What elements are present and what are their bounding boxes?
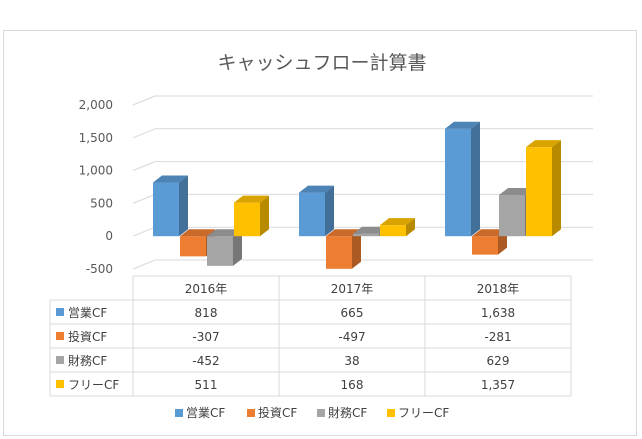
bar-side: [179, 175, 188, 237]
legend-swatch: [247, 409, 255, 417]
bar-side: [406, 218, 415, 237]
series-name: 営業CF: [68, 306, 107, 320]
bar: [299, 185, 334, 237]
bar-top: [299, 185, 334, 193]
series-key-swatch: [56, 380, 64, 388]
y-tick-label: 1,000: [79, 164, 113, 178]
bar-top: [445, 121, 480, 129]
bar: [326, 229, 361, 269]
bar-side: [352, 229, 361, 269]
bar-front: [380, 225, 406, 237]
bar-side: [552, 140, 561, 237]
data-value: -452: [192, 354, 219, 368]
bar-side: [233, 229, 242, 266]
data-value: 38: [344, 354, 359, 368]
y-axis-ticks: -500 0 500 1,000 1,500 2,000: [79, 98, 113, 276]
legend-label: 投資CF: [258, 405, 297, 420]
bar-top: [207, 229, 242, 237]
bar-top: [499, 187, 534, 195]
data-value: -281: [484, 330, 511, 344]
chart-frame: キャッシュフロー計算書 -500 0 500 1,000 1,500 2,000 2016…: [3, 30, 637, 436]
gridline-side: [132, 193, 156, 204]
bar-front: [526, 147, 552, 237]
legend-swatch: [387, 409, 395, 417]
bar-side: [471, 121, 480, 237]
bar-top: [153, 175, 188, 183]
bar-side: [260, 195, 269, 237]
series-key-swatch: [56, 356, 64, 364]
bar-front: [153, 182, 179, 237]
bar: [526, 140, 561, 237]
bar: [234, 195, 269, 237]
gridline-side: [132, 128, 156, 139]
cashflow-chart: キャッシュフロー計算書 -500 0 500 1,000 1,500 2,000 2016…: [49, 52, 593, 420]
data-value: 1,357: [481, 378, 515, 392]
legend-label: 財務CF: [328, 405, 367, 420]
legend-label: 営業CF: [186, 406, 225, 420]
data-value: 629: [487, 354, 510, 368]
bar-top: [526, 140, 561, 148]
bar-top: [180, 229, 215, 237]
data-value: 1,638: [481, 306, 515, 320]
bar-front: [180, 236, 206, 257]
data-value: -307: [192, 330, 219, 344]
y-tick-label: -500: [86, 262, 113, 276]
gridline-side: [132, 226, 156, 237]
bar-front: [445, 128, 471, 237]
series-name: 財務CF: [68, 353, 107, 368]
y-tick-label: 0: [105, 229, 113, 243]
bar-front: [499, 194, 525, 237]
y-tick-label: 500: [90, 196, 113, 210]
bar-front: [234, 202, 260, 237]
legend-label: フリーCF: [398, 406, 449, 420]
series-key-swatch: [56, 308, 64, 316]
bar: [380, 218, 415, 237]
legend-item: 営業CF: [175, 406, 225, 420]
legend-swatch: [317, 409, 325, 417]
bar-top: [326, 229, 361, 237]
legend-item: 投資CF: [247, 405, 297, 420]
bar-top: [380, 218, 415, 226]
bar-top: [472, 229, 507, 237]
bar-front: [353, 233, 379, 237]
gridline-side: [132, 95, 156, 106]
bar-top: [353, 226, 388, 234]
bar-side: [325, 185, 334, 237]
data-value: 665: [341, 306, 364, 320]
bar-top: [234, 195, 269, 203]
bar: [207, 229, 242, 266]
bar-front: [326, 236, 352, 269]
bar-front: [472, 236, 498, 255]
bar-front: [207, 236, 233, 266]
legend-item: フリーCF: [387, 406, 449, 420]
legend: 営業CF 投資CF 財務CF フリーCF: [175, 405, 449, 420]
category-label: 2016年: [185, 282, 228, 296]
data-value: -497: [338, 330, 365, 344]
bars: [153, 121, 561, 269]
series-key-swatch: [56, 332, 64, 340]
data-value: 511: [195, 378, 218, 392]
legend-item: 財務CF: [317, 405, 367, 420]
data-value: 168: [341, 378, 364, 392]
y-tick-label: 2,000: [79, 98, 113, 112]
bar: [153, 175, 188, 237]
series-name: 投資CF: [68, 329, 107, 344]
gridline-side: [132, 161, 156, 172]
legend-swatch: [175, 409, 183, 417]
y-tick-label: 1,500: [79, 131, 113, 145]
gridline-side: [132, 259, 156, 270]
series-name: フリーCF: [68, 378, 119, 392]
bar: [445, 121, 480, 237]
chart-title: キャッシュフロー計算書: [217, 52, 426, 74]
category-label: 2017年: [331, 282, 374, 296]
bar-front: [299, 192, 325, 237]
category-label: 2018年: [477, 282, 520, 296]
data-value: 818: [195, 306, 218, 320]
